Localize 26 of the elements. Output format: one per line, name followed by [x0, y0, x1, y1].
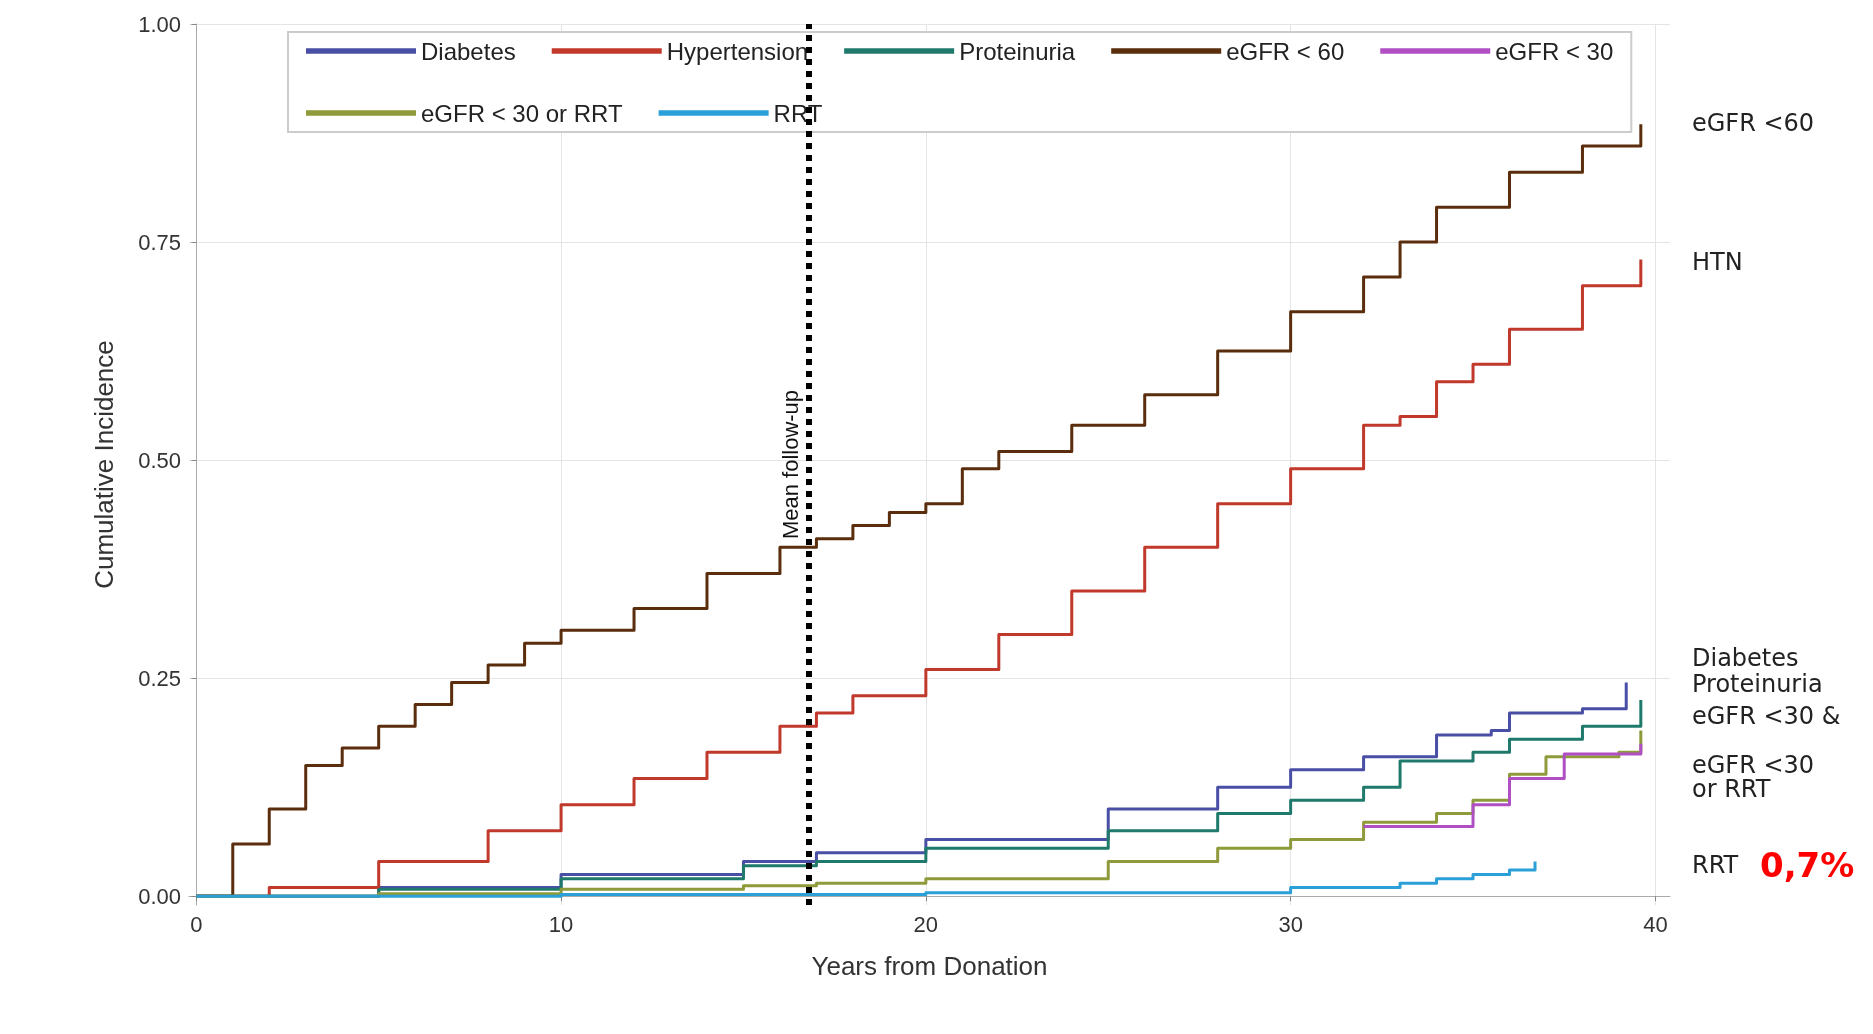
legend-label: eGFR < 60 — [1226, 37, 1345, 65]
y-axis-title: Cumulative Incidence — [89, 340, 119, 589]
legend-label: Hypertension — [666, 37, 809, 65]
x-tick-label: 0 — [190, 911, 203, 937]
y-tick-label: 0.50 — [138, 447, 181, 473]
y-tick-label: 0.25 — [138, 665, 181, 691]
x-tick-label: 10 — [548, 911, 574, 937]
text: HTN — [1692, 247, 1743, 276]
ref-line-label: Mean follow-up — [777, 389, 803, 540]
legend-label: Diabetes — [421, 37, 516, 65]
x-tick-label: 40 — [1643, 911, 1668, 937]
y-tick-label: 0.75 — [138, 229, 181, 255]
x-axis-title: Years from Donation — [811, 951, 1048, 981]
legend-label: RRT — [773, 99, 823, 127]
text: eGFR <30 & — [1692, 702, 1841, 731]
y-tick-label: 1.00 — [138, 11, 181, 37]
legend-label: eGFR < 30 — [1495, 37, 1614, 65]
text: RRT — [1692, 851, 1739, 880]
x-tick-label: 20 — [913, 911, 939, 937]
text: eGFR <30 or RRT — [1692, 751, 1822, 804]
x-tick-label: 30 — [1278, 911, 1303, 937]
legend-label: eGFR < 30 or RRT — [421, 99, 623, 127]
y-tick-label: 0.00 — [138, 883, 181, 909]
text: 0,7% — [1760, 845, 1855, 886]
legend-label: Proteinuria — [959, 37, 1076, 65]
text: eGFR <60 — [1692, 108, 1815, 137]
